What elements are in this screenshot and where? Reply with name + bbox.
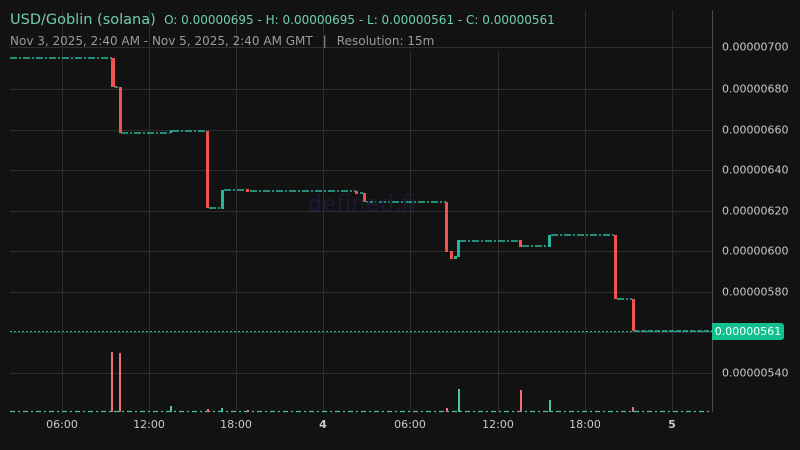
- date-range: Nov 3, 2025, 2:40 AM - Nov 5, 2025, 2:40…: [10, 34, 313, 48]
- down-candles: [111, 58, 635, 331]
- x-tick-day: 5: [668, 418, 676, 431]
- resolution: Resolution: 15m: [336, 34, 435, 48]
- y-tick: 0.00000640: [722, 163, 789, 177]
- pair-title: USD/Goblin (solana): [10, 12, 156, 28]
- y-tick: 0.00000540: [722, 366, 789, 380]
- y-tick: 0.00000620: [722, 204, 789, 218]
- x-tick: 12:00: [482, 418, 514, 431]
- y-tick: 0.00000580: [722, 285, 789, 299]
- volume-bars: [111, 352, 634, 412]
- x-tick: 18:00: [220, 418, 252, 431]
- watermark: defined.fi: [308, 192, 417, 217]
- y-tick: 0.00000700: [722, 40, 789, 54]
- title-row: USD/Goblin (solana) O: 0.00000695 - H: 0…: [10, 11, 555, 29]
- y-tick: 0.00000680: [722, 82, 789, 96]
- x-tick-day: 4: [319, 418, 327, 431]
- x-tick: 12:00: [133, 418, 165, 431]
- x-tick: 06:00: [46, 418, 78, 431]
- flat-candles: [10, 57, 632, 300]
- chart-header: USD/Goblin (solana) O: 0.00000695 - H: 0…: [10, 11, 555, 49]
- subtitle-row: Nov 3, 2025, 2:40 AM - Nov 5, 2025, 2:40…: [10, 33, 555, 49]
- grid: [10, 10, 712, 412]
- y-tick: 0.00000660: [722, 123, 789, 137]
- up-candles: [170, 130, 551, 259]
- ohlc-values: O: 0.00000695 - H: 0.00000695 - L: 0.000…: [164, 13, 555, 27]
- x-tick: 18:00: [569, 418, 601, 431]
- separator: |: [322, 34, 327, 48]
- x-tick: 06:00: [394, 418, 426, 431]
- y-tick: 0.00000600: [722, 244, 789, 258]
- last-price-badge: 0.00000561: [712, 323, 784, 340]
